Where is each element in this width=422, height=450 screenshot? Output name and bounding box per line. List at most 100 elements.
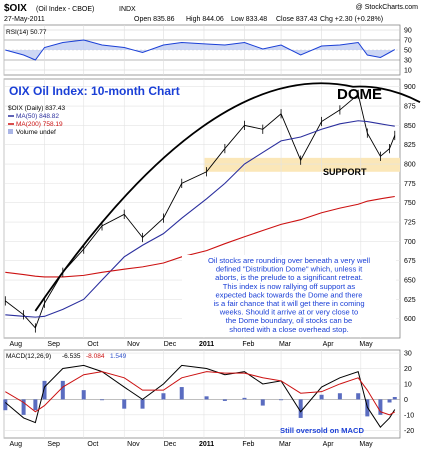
rsi-tick-label: 10	[404, 68, 412, 75]
price-tick-label: 875	[404, 104, 416, 111]
macd-hist-bar	[100, 399, 105, 401]
macd-hist-bar	[179, 387, 184, 400]
date-label: 27-May-2011	[4, 16, 45, 23]
macd-hist-bar	[387, 399, 392, 403]
rsi-panel: RSI(14) 50.77 90 70 50 30 10	[3, 24, 412, 76]
x-tick-label: Oct	[87, 441, 98, 448]
macd-legend-hist: 1.549	[110, 353, 127, 360]
x-tick-label: Dec	[164, 341, 177, 348]
macd-tick-label: 20	[404, 366, 412, 373]
x-tick-label: Sep	[47, 341, 60, 348]
commentary-note: Oil stocks are rounding over beneath a v…	[208, 256, 370, 334]
macd-hist-bar	[242, 397, 247, 400]
rsi-tick-label: 90	[404, 28, 412, 35]
note-line: aborts, is the prelude to a significant …	[215, 273, 363, 282]
macd-signal-line	[5, 371, 396, 416]
close-value: Close 837.43	[276, 16, 317, 23]
legend-volume-swatch	[8, 129, 13, 134]
note-line: defined "Distribution Dome" which, unles…	[216, 265, 363, 274]
high-value: High 844.06	[186, 16, 224, 23]
note-line: This index is now rallying off support a…	[223, 282, 356, 291]
x-tick-label: Nov	[127, 341, 140, 348]
rsi-tick-label: 50	[404, 48, 412, 55]
macd-hist-bar	[319, 394, 324, 400]
x-tick-label: 2011	[199, 341, 214, 348]
rsi-fill	[5, 40, 395, 60]
macd-hist-bar	[279, 399, 284, 401]
macd-legend-macd: -6.535	[62, 353, 81, 360]
x-tick-label: May	[359, 341, 373, 348]
x-tick-label: Sep	[47, 441, 60, 448]
note-line: shorted with a close overhead stop.	[229, 325, 348, 334]
watermark: @ StockCharts.com	[356, 4, 419, 11]
open-value: Open 835.86	[134, 16, 175, 23]
macd-panel: MACD(12,26,9) -6.535 -8.084 1.549 Still …	[3, 349, 414, 439]
index-name: (Oil Index - CBOE)	[36, 6, 94, 13]
macd-tick-label: 30	[404, 351, 412, 358]
macd-hist-bar	[378, 399, 383, 415]
macd-hist-bar	[3, 399, 8, 411]
note-line: is a fair chance that it will get there …	[213, 299, 364, 308]
macd-hist-bar	[260, 399, 265, 406]
price-legend: $OIX (Daily) 837.43 MA(50) 848.82 MA(200…	[8, 105, 65, 136]
rsi-legend: RSI(14) 50.77	[6, 29, 47, 36]
x-tick-label: Apr	[323, 341, 335, 348]
macd-hist-bar	[337, 393, 342, 400]
price-tick-label: 600	[404, 316, 416, 323]
macd-hist-bar	[60, 380, 65, 400]
price-tick-label: 700	[404, 239, 416, 246]
chart-title: OIX Oil Index: 10-month Chart	[9, 84, 180, 98]
macd-hist-bar	[298, 399, 303, 418]
change-value: Chg +2.30 (+0.28%)	[320, 16, 383, 23]
price-tick-label: 775	[404, 181, 416, 188]
macd-line	[4, 364, 396, 428]
x-tick-label: Aug	[10, 341, 23, 348]
x-tick-label: 2011	[199, 441, 214, 448]
rsi-tick-label: 70	[404, 38, 412, 45]
x-tick-label: Feb	[242, 441, 254, 448]
exchange-label: INDX	[119, 6, 136, 13]
macd-hist-bar	[392, 397, 397, 400]
macd-tick-label: 10	[404, 381, 412, 388]
price-tick-label: 825	[404, 142, 416, 149]
macd-note: Still oversold on MACD	[280, 426, 364, 435]
dome-label: DOME	[337, 86, 382, 103]
legend-volume: Volume undef	[16, 129, 56, 136]
macd-hist-bar	[222, 399, 227, 401]
macd-hist-bar	[122, 399, 127, 409]
price-panel: OIX Oil Index: 10-month Chart DOME SUPPO…	[3, 78, 421, 339]
price-tick-label: 675	[404, 258, 416, 265]
price-tick-label: 800	[404, 162, 416, 169]
x-tick-label: Nov	[127, 441, 140, 448]
price-tick-label: 850	[404, 123, 416, 130]
macd-hist-bar	[161, 393, 166, 400]
dome-arc	[34, 82, 421, 312]
macd-hist-bar	[204, 396, 209, 400]
support-label: SUPPORT	[323, 167, 367, 177]
macd-legend-name: MACD(12,26,9)	[6, 353, 51, 360]
macd-hist-bar	[81, 390, 86, 400]
x-tick-label: May	[359, 441, 373, 448]
macd-tick-label: 0	[404, 397, 408, 404]
macd-hist-bar	[42, 380, 47, 400]
x-tick-label: Apr	[323, 441, 335, 448]
price-tick-label: 900	[404, 84, 416, 91]
legend-daily: $OIX (Daily) 837.43	[8, 105, 65, 112]
x-tick-label: Aug	[10, 441, 23, 448]
macd-hist-bar	[33, 399, 38, 411]
note-line: expected back towards the Dome and there	[216, 290, 363, 299]
note-line: weeks. Should it arrive at or very close…	[219, 308, 358, 317]
macd-hist-bar	[356, 393, 361, 400]
macd-hist-bar	[140, 399, 145, 409]
x-tick-label: Oct	[87, 341, 98, 348]
ma50-line	[5, 120, 395, 318]
x-tick-label: Feb	[242, 341, 254, 348]
legend-ma50: MA(50) 848.82	[16, 113, 59, 120]
x-tick-label: Dec	[164, 441, 177, 448]
macd-tick-label: -10	[404, 412, 414, 419]
symbol-label: $OIX	[4, 3, 27, 14]
macd-tick-label: -20	[404, 428, 414, 435]
low-value: Low 833.48	[231, 16, 267, 23]
